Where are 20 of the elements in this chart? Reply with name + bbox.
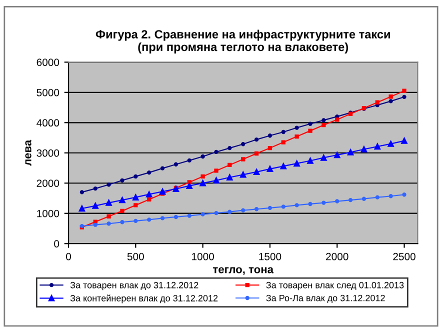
x-tick-label: 1000 — [192, 252, 214, 260]
legend-label: За товарен влак след 01.01.2013 — [266, 282, 404, 290]
x-tick-label: 1500 — [259, 252, 282, 260]
legend-label: За товарен влак до 31.12.2012 — [70, 282, 198, 290]
y-tick-label: 3000 — [36, 149, 60, 157]
x-axis-title: тегло, тона — [213, 267, 274, 275]
x-tick-label: 0 — [66, 252, 71, 260]
y-tick-label: 5000 — [36, 88, 60, 96]
y-tick-label: 6000 — [36, 58, 60, 66]
legend-label: За контейнерен влак до 31.12.2012 — [70, 294, 218, 304]
x-tick-label: 2500 — [393, 252, 416, 260]
x-tick-label: 500 — [127, 252, 144, 260]
y-tick-label: 2000 — [36, 180, 60, 187]
y-axis-title: лева — [25, 140, 32, 166]
chart-title: Фигура 2. Сравнение на инфраструктурните такси (при промяна теглото на влаковете) — [96, 30, 390, 54]
x-tick-label: 2000 — [326, 252, 348, 260]
y-tick-label: 1000 — [37, 210, 60, 218]
y-tick-label: 0 — [54, 240, 60, 248]
legend-label: За Ро-Ла влак до 31.12.2012 — [266, 294, 385, 303]
y-tick-label: 4000 — [36, 119, 60, 127]
